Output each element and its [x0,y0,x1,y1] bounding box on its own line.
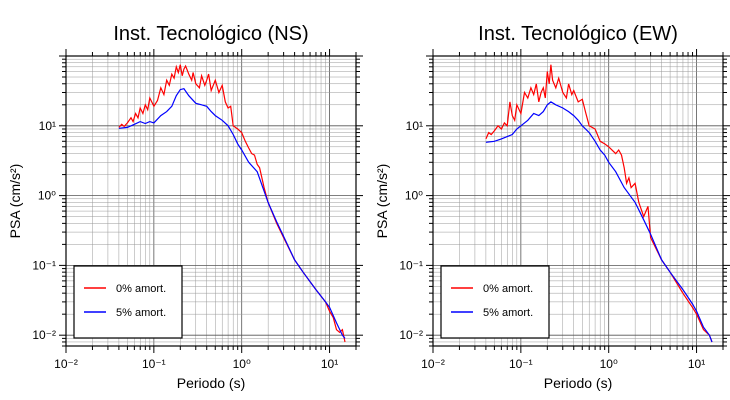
chart-title: Inst. Tecnológico (NS) [113,23,308,45]
y-axis-label: PSA (cm/s²) [7,164,23,239]
legend-label: 0% amort. [116,283,166,295]
y-tick-label: 10¹ [39,119,56,133]
y-tick-label: 10⁰ [405,189,423,203]
legend-box [440,265,550,339]
x-tick-label: 10⁻¹ [509,357,533,371]
series-line-red [485,64,713,343]
y-tick-label: 10⁻² [399,328,423,342]
chart-panel-1: 10⁻² 10⁻¹ 10⁰ 10¹ 10⁻² 10⁻¹ 10⁰ 10¹ Inst. Tecnol… [7,23,363,391]
x-tick-label: 10¹ [321,357,338,371]
series-line-blue [118,88,346,339]
legend-label: 0% amort. [483,283,533,295]
tick-marks [59,49,363,353]
gridlines [66,56,356,346]
x-tick-label: 10⁰ [600,357,618,371]
y-axis-label: PSA (cm/s²) [374,164,390,239]
y-tick-label: 10⁻² [32,328,56,342]
x-tick-label: 10¹ [688,357,705,371]
x-axis-label: Periodo (s) [177,375,245,391]
chart-title: Inst. Tecnológico (EW) [478,23,678,45]
tick-marks [426,49,730,353]
legend-label: 5% amort. [116,307,166,319]
x-tick-label: 10⁻² [54,357,78,371]
y-tick-label: 10¹ [406,119,423,133]
x-tick-label: 10⁻¹ [142,357,166,371]
chart-panel-2: 10⁻² 10⁻¹ 10⁰ 10¹ 10⁻² 10⁻¹ 10⁰ 10¹ Inst. Tecnol… [374,23,730,391]
gridlines [433,56,723,346]
y-tick-label: 10⁰ [38,189,56,203]
legend-label: 5% amort. [483,307,533,319]
legend: 0% amort. 5% amort. [73,265,183,339]
x-axis-label: Periodo (s) [544,375,612,391]
legend-box [73,265,183,339]
plot-frame [432,55,724,347]
y-tick-label: 10⁻¹ [32,258,56,272]
series-line-blue [485,101,713,343]
x-tick-label: 10⁰ [233,357,251,371]
legend: 0% amort. 5% amort. [440,265,550,339]
plot-frame [65,55,357,347]
series-line-red [118,64,346,343]
x-tick-label: 10⁻² [421,357,445,371]
y-tick-label: 10⁻¹ [399,258,423,272]
